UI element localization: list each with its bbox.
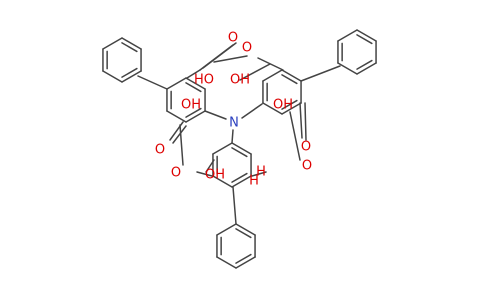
atom-label: O bbox=[155, 143, 165, 158]
atom-label: O bbox=[302, 159, 312, 174]
bond bbox=[262, 69, 283, 82]
bond bbox=[216, 223, 237, 236]
bond bbox=[212, 142, 233, 155]
bond bbox=[231, 142, 252, 155]
bond bbox=[102, 37, 123, 50]
bond bbox=[337, 29, 358, 42]
bond bbox=[231, 129, 234, 144]
bond bbox=[262, 102, 283, 115]
bond bbox=[186, 69, 201, 79]
bond bbox=[196, 171, 213, 177]
bond bbox=[172, 125, 187, 144]
bond bbox=[202, 42, 237, 69]
bond bbox=[289, 111, 301, 161]
bond bbox=[212, 175, 233, 188]
bond bbox=[232, 186, 237, 225]
bond bbox=[235, 256, 256, 269]
bond bbox=[235, 253, 252, 264]
atom-label: H bbox=[256, 165, 266, 180]
bond bbox=[169, 121, 184, 141]
bond bbox=[185, 110, 206, 123]
bond bbox=[121, 37, 142, 50]
bond bbox=[356, 34, 373, 45]
bond bbox=[356, 59, 373, 70]
bond bbox=[166, 77, 187, 90]
bond bbox=[121, 67, 138, 78]
bond bbox=[216, 256, 237, 269]
atom-label: OH bbox=[205, 168, 225, 183]
bond bbox=[102, 70, 123, 83]
bond bbox=[185, 107, 202, 118]
atom-label: OH bbox=[273, 98, 293, 113]
bond bbox=[205, 159, 215, 173]
atom-label: O bbox=[228, 31, 238, 46]
bond bbox=[241, 103, 263, 119]
atom-label: HO bbox=[194, 73, 214, 88]
bond bbox=[281, 102, 302, 115]
bond bbox=[337, 62, 358, 75]
atom-label: O bbox=[242, 41, 252, 56]
bond bbox=[179, 124, 184, 166]
bond bbox=[121, 42, 138, 53]
bond bbox=[239, 63, 271, 81]
bond bbox=[166, 110, 187, 123]
bond bbox=[213, 55, 248, 63]
bond bbox=[356, 29, 377, 42]
bond bbox=[121, 70, 142, 83]
bond bbox=[185, 82, 202, 93]
bond bbox=[300, 65, 341, 82]
bond bbox=[281, 69, 302, 82]
atom-label: N bbox=[229, 116, 239, 131]
atom-labels: O O HO OH OH OH N O O O O OH H H bbox=[155, 31, 312, 189]
bond bbox=[231, 172, 248, 183]
atom-label: OH bbox=[230, 73, 250, 88]
bond bbox=[185, 77, 206, 90]
bond bbox=[235, 223, 256, 236]
bond bbox=[299, 102, 303, 139]
bond bbox=[204, 110, 227, 120]
atom-label: O bbox=[301, 140, 311, 155]
atom-label: H bbox=[249, 174, 259, 189]
atom-label: OH bbox=[181, 98, 201, 113]
bond bbox=[281, 99, 298, 110]
bond bbox=[137, 75, 168, 90]
bond bbox=[235, 228, 252, 239]
bond bbox=[231, 175, 252, 188]
bonds bbox=[102, 29, 377, 269]
bond bbox=[281, 74, 298, 85]
bond bbox=[231, 147, 248, 158]
bond bbox=[251, 171, 267, 177]
bond bbox=[356, 62, 377, 75]
bond bbox=[304, 102, 307, 141]
atom-label: O bbox=[171, 166, 181, 181]
